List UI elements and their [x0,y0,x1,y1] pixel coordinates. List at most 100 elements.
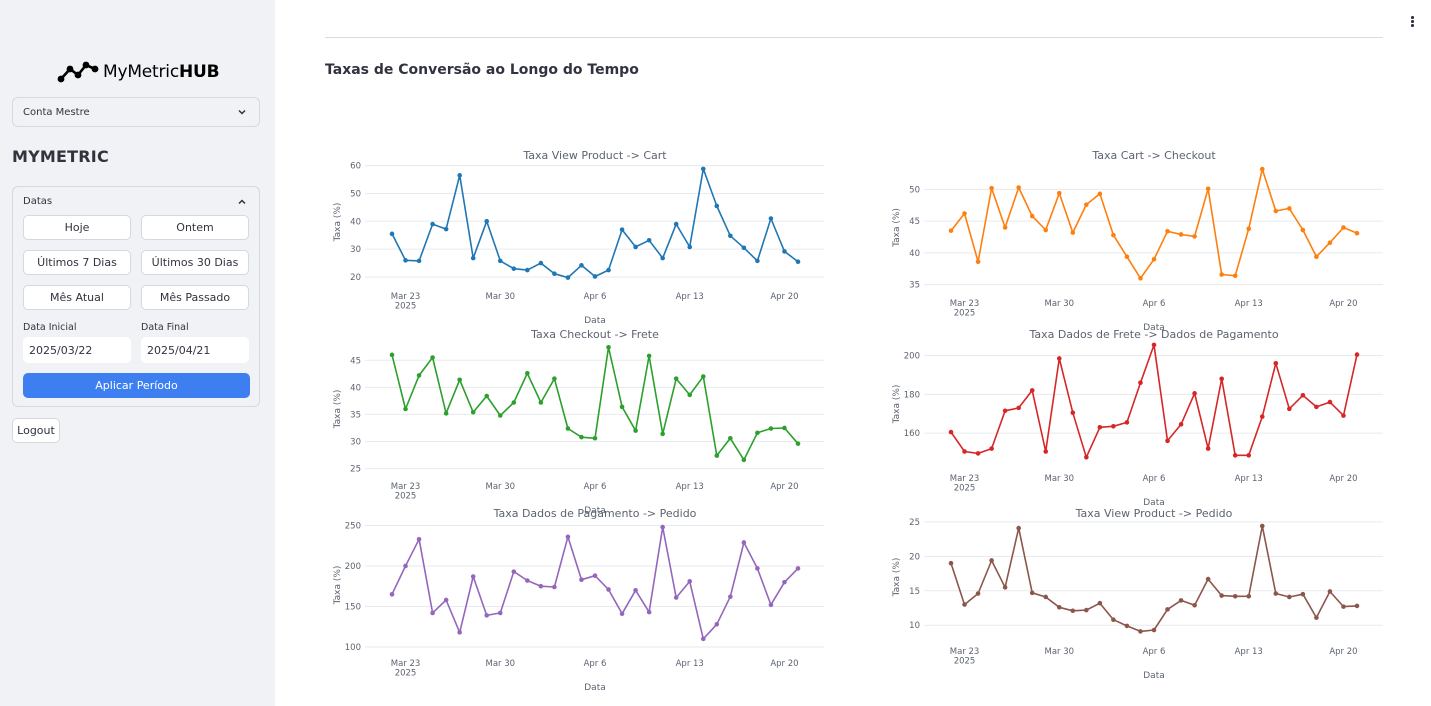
data-point [700,636,706,642]
account-select-value: Conta Mestre [23,106,90,118]
data-point [1192,391,1197,396]
end-date-input[interactable]: 2025/04/21 [141,337,249,363]
y-tick-label: 45 [909,217,920,227]
data-point [728,233,733,239]
data-point [755,258,760,264]
y-tick-label: 25 [909,518,920,528]
chart-3: Taxa Checkout -> Frete 25 30 35 40 45 Mar 2320… [333,328,824,516]
data-point [741,540,747,545]
x-tick-label: Apr 20 [1329,474,1357,484]
more-menu-icon[interactable] [1406,14,1418,28]
data-point [443,411,449,416]
series-line [950,344,1358,459]
data-point [1165,607,1170,612]
x-axis-label: Data [584,683,606,693]
data-point [1097,191,1103,197]
data-point [1300,227,1306,233]
data-point [700,374,706,379]
last-7-days-button[interactable]: Últimos 7 Dias [23,250,131,275]
x-tick-label: Apr 6 [584,659,607,669]
y-tick-label: 20 [909,552,920,562]
data-point [1084,607,1089,613]
y-tick-label: 40 [350,217,361,227]
data-point [989,185,994,191]
data-point [1124,420,1130,425]
data-point [592,573,598,578]
data-point [646,353,652,359]
data-point [1043,449,1049,454]
y-tick-label: 45 [350,356,361,366]
x-axis-label: Data [1143,323,1165,333]
data-point [687,392,693,398]
data-point [470,255,476,261]
data-point [782,425,787,431]
data-point [484,613,490,618]
last-month-button[interactable]: Mês Passado [141,285,249,310]
data-point [457,173,462,178]
x-tick-label: 2025 [395,492,417,502]
data-point [1178,232,1184,237]
data-point [1259,166,1265,172]
chart-5: Taxa Dados de Pagamento -> Pedido 100 150 2… [333,507,824,693]
data-point [1259,414,1265,419]
data-point [1232,273,1238,279]
x-tick-label: Mar 23 [950,647,980,657]
chart-title: Taxa View Product -> Cart [522,149,667,162]
data-point [511,400,517,405]
data-point [1002,585,1008,590]
data-point [1151,256,1157,262]
y-tick-label: 50 [350,189,361,199]
y-tick-label: 150 [345,602,361,612]
brand-title: MYMETRIC [12,147,109,166]
series-line [391,168,799,279]
data-point [1300,591,1306,597]
x-tick-label: Apr 13 [676,659,704,669]
data-point [1070,608,1076,614]
data-point [795,441,801,446]
data-point [1327,240,1333,246]
data-point [579,263,584,268]
data-point [755,430,760,436]
chart-title: Taxa Dados de Pagamento -> Pedido [493,507,697,520]
x-tick-label: Apr 6 [1143,647,1166,657]
x-tick-label: 2025 [395,669,417,679]
current-month-button[interactable]: Mês Atual [23,285,131,310]
apply-period-button[interactable]: Aplicar Período [23,373,250,398]
data-point [1205,446,1211,451]
data-point [1246,453,1252,458]
sidebar: MyMetricHUB Conta Mestre MYMETRIC Datas … [0,0,275,706]
yesterday-button[interactable]: Ontem [141,215,249,240]
data-point [948,228,954,233]
data-point [565,534,571,540]
x-tick-label: Mar 30 [1044,647,1074,657]
x-tick-label: Apr 6 [584,292,607,302]
data-point [768,216,774,221]
data-point [1219,376,1224,382]
x-axis-label: Data [584,506,606,516]
account-select[interactable]: Conta Mestre [12,97,260,127]
data-point [633,428,638,433]
data-point [1219,272,1224,277]
data-point [1016,525,1021,531]
last-30-days-button[interactable]: Últimos 30 Dias [141,250,249,275]
data-point [782,249,787,254]
x-tick-label: Apr 20 [770,292,798,302]
chevron-up-icon[interactable] [237,197,247,207]
data-point [538,583,544,589]
logout-button[interactable]: Logout [12,418,60,443]
data-point [687,244,693,250]
data-point [579,577,584,583]
data-point [633,244,638,250]
y-tick-label: 160 [904,429,920,439]
dates-expander-label[interactable]: Datas [23,196,53,207]
end-date-label: Data Final [141,322,189,333]
data-point [975,259,981,265]
data-point [741,457,747,463]
data-point [1097,600,1103,606]
data-point [1165,438,1170,444]
start-date-input[interactable]: 2025/03/22 [23,337,131,363]
y-tick-label: 20 [350,273,361,283]
today-button[interactable]: Hoje [23,215,131,240]
